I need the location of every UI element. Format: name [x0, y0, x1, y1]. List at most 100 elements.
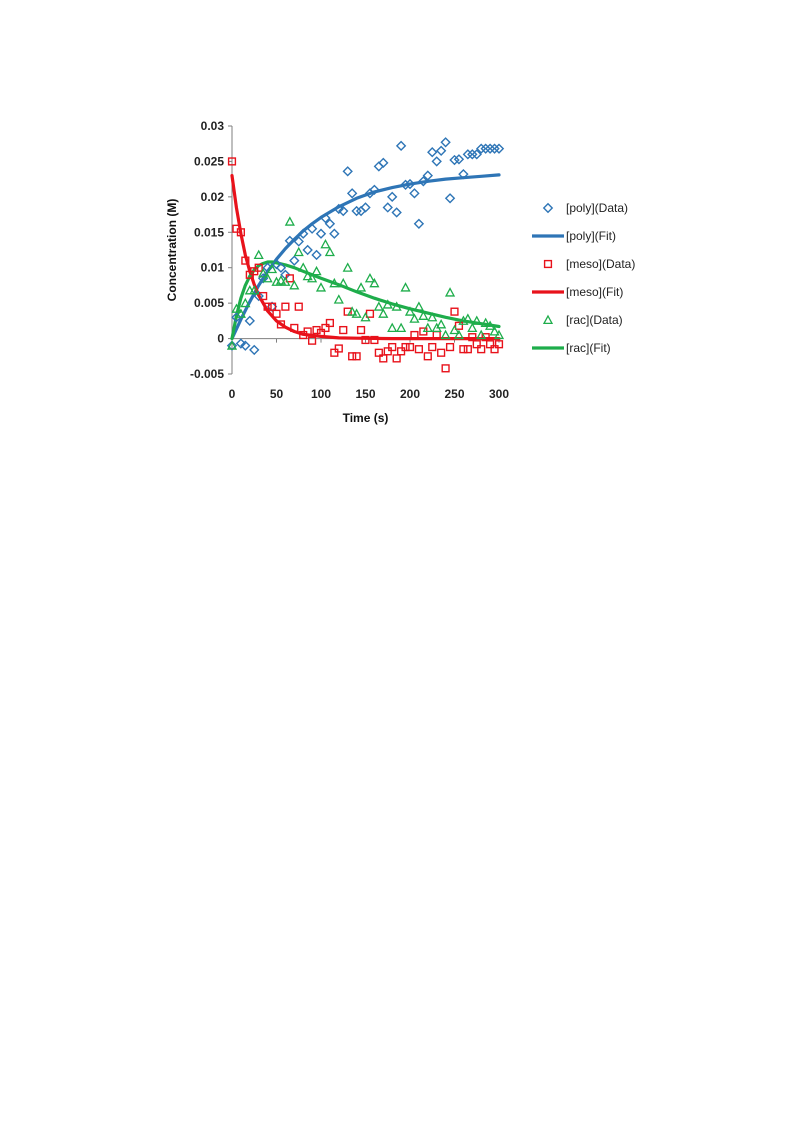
meso-data-point	[348, 352, 357, 361]
rac-data-point	[347, 306, 358, 316]
rac-data-point	[444, 287, 456, 297]
rac-data-point	[462, 313, 473, 323]
poly-data-point	[458, 168, 469, 180]
rac-data-point	[249, 285, 260, 295]
meso-data-point	[486, 340, 495, 349]
rac-data-point	[476, 329, 487, 340]
rac-data-point	[440, 329, 451, 340]
rac-data-point	[258, 268, 269, 278]
meso-data-point	[227, 157, 237, 166]
rac-data-point	[231, 303, 242, 313]
meso-data-point	[423, 352, 432, 361]
x-tick-label: 50	[270, 387, 284, 401]
rac-data-point	[320, 238, 331, 249]
data-markers	[226, 137, 505, 373]
poly-data-point	[400, 179, 411, 191]
y-tick-label: -0.005	[190, 367, 224, 381]
poly-data-point	[484, 143, 496, 154]
rac-data-point	[364, 272, 376, 283]
rac-data-point	[373, 301, 384, 311]
poly-data-point	[338, 205, 349, 217]
meso-data-point	[459, 345, 468, 354]
rac-data-point	[485, 320, 496, 330]
poly-data-point	[302, 244, 313, 256]
y-tick-label: 0	[217, 332, 224, 346]
meso-data-point	[472, 340, 481, 349]
rac-data-point	[471, 315, 482, 325]
meso-data-point	[330, 348, 339, 357]
meso-data-point	[437, 348, 446, 357]
meso-data-point	[339, 325, 348, 335]
rac-data-point	[235, 308, 246, 318]
poly-data-point	[449, 154, 460, 166]
rac-data-point	[396, 322, 407, 332]
meso-data-point	[388, 342, 397, 352]
rac-data-point	[253, 249, 264, 260]
y-tick-label: 0.005	[194, 296, 224, 310]
meso-data-point	[405, 342, 415, 352]
rac-data-point	[289, 280, 300, 290]
meso-data-point	[401, 342, 410, 352]
meso-data-point	[259, 291, 268, 301]
legend-label-rac-fit: [rac](Fit)	[566, 341, 611, 355]
meso-data-point	[236, 228, 246, 237]
x-tick-label: 300	[489, 387, 509, 401]
poly-data-point	[275, 262, 287, 273]
x-tick-label: 0	[229, 387, 236, 401]
rac-data-point	[493, 329, 505, 340]
rac-data-point	[298, 262, 309, 272]
meso-data-point	[468, 333, 477, 342]
meso-data-point	[365, 309, 375, 318]
poly-data-point	[253, 290, 264, 302]
poly-data-point	[240, 340, 251, 351]
meso-data-point	[481, 333, 490, 342]
rac-data-point	[280, 276, 291, 286]
x-tick-label: 250	[444, 387, 464, 401]
rac-data-point	[489, 326, 500, 336]
meso-data-point	[463, 345, 472, 354]
meso-data-point	[441, 364, 450, 373]
poly-data-point	[324, 218, 336, 229]
poly-data-point	[306, 223, 318, 234]
meso-data-point	[316, 328, 326, 338]
legend-label-poly-fit: [poly](Fit)	[566, 229, 616, 243]
poly-data-point	[351, 205, 362, 217]
meso-data-point	[294, 302, 303, 311]
rac-data-point	[400, 282, 411, 292]
rac-data-point	[302, 270, 313, 281]
x-tick-label: 150	[355, 387, 375, 401]
poly-data-point	[453, 154, 465, 165]
rac-data-point	[467, 322, 478, 332]
poly-data-point	[293, 236, 304, 247]
poly-data-point	[395, 140, 407, 152]
poly-data-point	[249, 344, 260, 356]
poly-data-point	[378, 157, 389, 169]
legend-swatch-poly-data	[542, 202, 554, 214]
y-axis-title: Concentration (M)	[165, 199, 179, 302]
legend-label-poly-data: [poly](Data)	[566, 201, 628, 215]
poly-data-point	[413, 218, 425, 229]
meso-data-point	[303, 327, 312, 336]
legend-label-meso-fit: [meso](Fit)	[566, 285, 623, 299]
meso-data-point	[392, 354, 401, 363]
meso-data-point	[379, 354, 388, 363]
rac-data-point	[404, 306, 416, 316]
poly-data-point	[311, 249, 322, 261]
poly-data-point	[320, 212, 331, 224]
meso-data-point	[263, 302, 272, 311]
meso-data-point	[454, 321, 464, 330]
poly-data-point	[476, 143, 487, 154]
meso-data-point	[290, 323, 299, 333]
meso-data-point	[308, 336, 317, 345]
poly-data-point	[289, 255, 300, 266]
poly-data-point	[369, 184, 380, 195]
meso-data-point	[414, 345, 424, 354]
meso-data-point	[254, 263, 263, 272]
poly-data-point	[409, 188, 420, 199]
rac-data-point	[329, 277, 340, 288]
poly-data-point	[298, 228, 309, 239]
meso-data-point	[374, 348, 383, 357]
rac-data-point	[436, 319, 447, 329]
